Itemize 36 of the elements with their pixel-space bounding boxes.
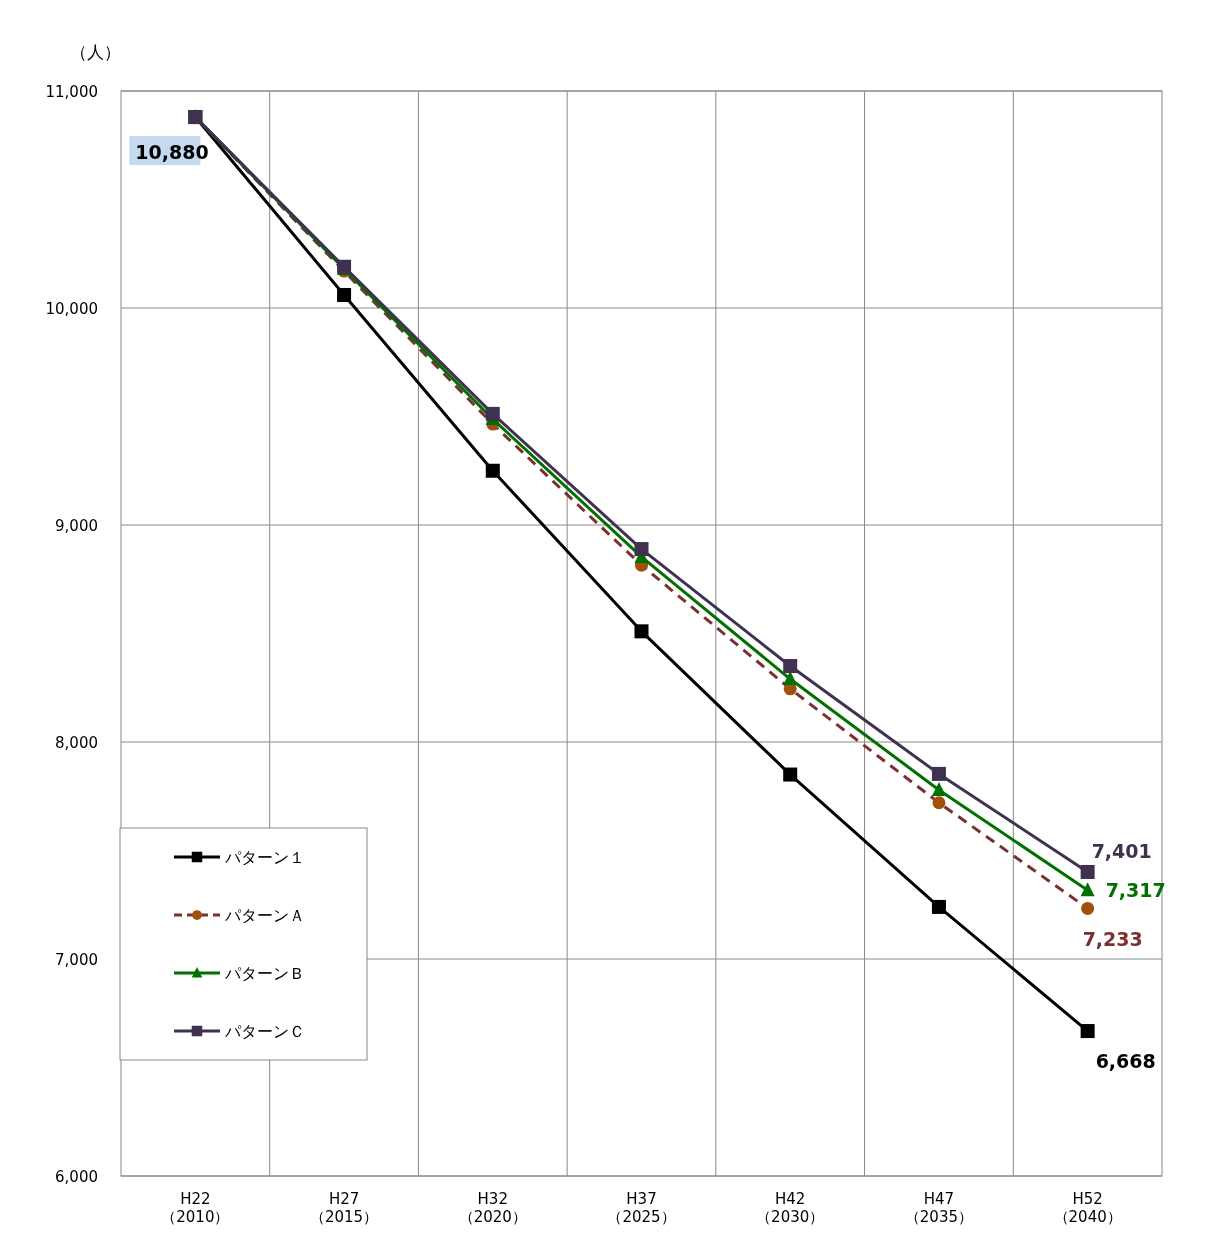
x-tick-label: H22 （2010） [161,1190,230,1226]
point [931,781,946,796]
point [783,671,798,686]
data-label: 10,880 [135,141,209,164]
point [337,287,352,302]
point [1080,1024,1095,1039]
point [1080,864,1095,879]
y-tick-label: 11,000 [45,83,98,101]
y-tick-label: 9,000 [55,517,98,535]
point [485,463,500,478]
y-tick-label: 10,000 [45,300,98,318]
point [783,659,798,674]
x-tick-label: H47 （2035） [904,1190,974,1226]
point [1081,901,1095,915]
point [634,624,649,639]
point [485,406,500,421]
x-tick-label: H52 （2040） [1053,1190,1122,1226]
legend-label: パターンＣ [224,1022,305,1041]
point [1080,882,1095,897]
x-tick-label: H27 （2015） [309,1190,379,1226]
point [931,899,946,914]
y-axis-title: （人） [69,42,121,62]
point [932,796,946,810]
point [783,767,798,782]
point [931,766,946,781]
x-tick-label: H42 （2030） [756,1190,825,1226]
x-tick-label: H32 （2020） [458,1190,527,1226]
legend-label: パターンＡ [224,906,305,925]
x-tick-label: H37 （2025） [607,1190,676,1226]
y-tick-label: 8,000 [55,734,98,752]
point [634,542,649,557]
y-tick-label: 6,000 [55,1168,98,1186]
legend-label: パターン１ [224,848,305,867]
y-tick-label: 7,000 [55,951,98,969]
data-label: 6,668 [1095,1050,1156,1073]
legend-label: パターンＢ [224,964,305,983]
